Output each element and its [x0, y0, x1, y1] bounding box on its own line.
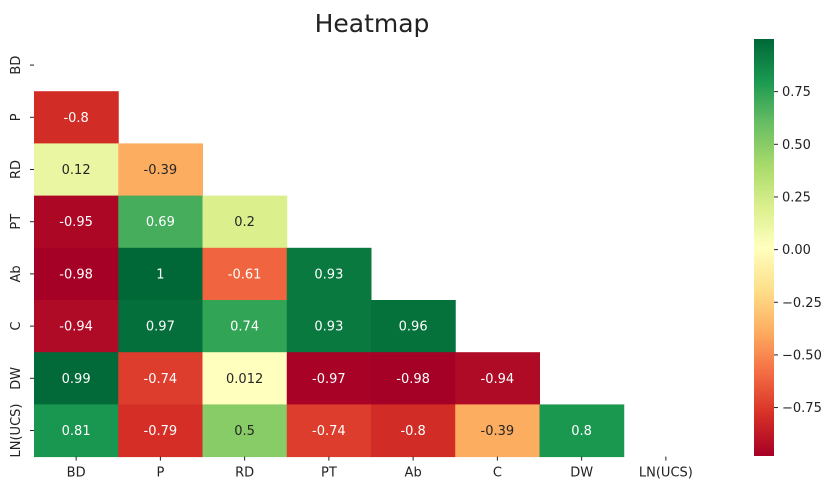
colorbar-tick-label: 0.50: [782, 138, 811, 153]
heatmap-cell-7-4: [371, 404, 456, 458]
heatmap-cell-3-1: [118, 195, 203, 249]
heatmap-cell-5-3: [286, 300, 372, 353]
cell-value-label: 0.97: [146, 320, 175, 335]
heatmap-cell-7-1: [118, 404, 203, 458]
heatmap-cell-6-1: [118, 352, 203, 405]
heatmap-cell-6-5: [455, 352, 540, 405]
cell-value-label: -0.39: [144, 163, 178, 178]
cell-value-label: -0.94: [59, 320, 93, 335]
cell-value-label: 0.012: [226, 372, 263, 387]
y-tick-label: P: [9, 113, 24, 121]
chart-title: Heatmap: [315, 9, 430, 38]
y-tick-label: C: [9, 322, 24, 331]
x-tick-label: RD: [235, 466, 254, 481]
cell-value-label: -0.61: [228, 267, 262, 282]
cell-value-label: 1: [156, 267, 164, 282]
y-tick-label: LN(UCS): [9, 404, 24, 458]
cell-value-label: 0.81: [62, 424, 91, 439]
cell-value-label: -0.98: [59, 267, 93, 282]
heatmap-cell-7-2: [202, 404, 288, 458]
x-tick-label: DW: [570, 466, 593, 481]
heatmap-cell-4-3: [286, 247, 372, 301]
cell-value-label: 0.8: [571, 424, 592, 439]
heatmap-cell-7-6: [539, 404, 625, 458]
x-tick-label: LN(UCS): [639, 466, 693, 481]
cell-value-label: -0.8: [400, 424, 425, 439]
x-tick-label: P: [156, 466, 164, 481]
heatmap-cell-7-5: [455, 404, 540, 458]
cell-value-label: 0.99: [62, 372, 91, 387]
x-tick-label: C: [493, 466, 502, 481]
heatmap-cell-2-0: [34, 143, 119, 197]
heatmap-cell-5-0: [34, 300, 119, 353]
heatmap-cells: -0.8 0.12 -0.39 -0.95 0.69 0.2 -0.98 1 -0.61 0.93…: [34, 91, 625, 458]
cell-value-label: -0.79: [144, 424, 178, 439]
cell-value-label: 0.96: [399, 320, 428, 335]
cell-value-label: 0.5: [234, 424, 255, 439]
heatmap-cell-1-0: [34, 91, 119, 144]
heatmap-cell-3-0: [34, 195, 119, 249]
heatmap-cell-6-0: [34, 352, 119, 405]
x-axis: BD P RD PT Ab C DW LN(UCS): [67, 456, 693, 481]
cell-value-label: -0.74: [144, 372, 178, 387]
heatmap-cell-7-0: [34, 404, 119, 458]
colorbar-tick-label: 0.25: [782, 190, 811, 205]
colorbar-tick-label: −0.25: [782, 296, 822, 311]
colorbar-gradient: [754, 39, 774, 456]
colorbar-tick-label: 0.00: [782, 243, 811, 258]
heatmap-cell-6-2: [202, 352, 288, 405]
heatmap-cell-5-2: [202, 300, 288, 353]
cell-value-label: 0.93: [314, 320, 343, 335]
y-axis: BD P RD PT Ab C DW LN(UCS): [9, 56, 34, 458]
cell-value-label: -0.98: [396, 372, 430, 387]
heatmap-cell-4-2: [202, 247, 288, 301]
x-tick-label: BD: [67, 466, 86, 481]
y-tick-label: PT: [9, 214, 24, 230]
cell-value-label: -0.74: [312, 424, 346, 439]
heatmap-cell-6-3: [286, 352, 372, 405]
colorbar-tick-label: −0.50: [782, 348, 822, 363]
cell-value-label: 0.2: [234, 215, 255, 230]
heatmap-cell-2-1: [118, 143, 203, 197]
heatmap-cell-4-1: [118, 247, 203, 301]
cell-value-label: 0.69: [146, 215, 175, 230]
colorbar-tick-label: 0.75: [782, 85, 811, 100]
cell-value-label: -0.8: [63, 111, 88, 126]
heatmap-cell-6-4: [371, 352, 456, 405]
cell-value-label: 0.74: [230, 320, 259, 335]
cell-value-label: 0.93: [314, 267, 343, 282]
x-tick-label: Ab: [405, 466, 422, 481]
cell-value-label: -0.95: [59, 215, 93, 230]
y-tick-label: Ab: [9, 265, 24, 282]
y-tick-label: RD: [9, 160, 24, 179]
colorbar: 0.75 0.50 0.25 0.00 −0.25 −0.50 −0.75: [754, 39, 822, 456]
cell-value-label: 0.12: [62, 163, 91, 178]
x-tick-label: PT: [321, 466, 337, 481]
y-tick-label: DW: [9, 367, 24, 390]
colorbar-tick-label: −0.75: [782, 401, 822, 416]
heatmap-cell-5-1: [118, 300, 203, 353]
heatmap-cell-4-0: [34, 247, 119, 301]
cell-value-label: -0.97: [312, 372, 346, 387]
cell-value-label: -0.94: [481, 372, 515, 387]
heatmap-cell-7-3: [286, 404, 372, 458]
y-tick-label: BD: [9, 56, 24, 75]
heatmap-cell-5-4: [371, 300, 456, 353]
cell-value-label: -0.39: [481, 424, 515, 439]
heatmap-cell-3-2: [202, 195, 288, 249]
